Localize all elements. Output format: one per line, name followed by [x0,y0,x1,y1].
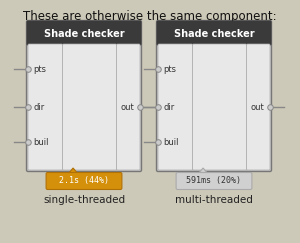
FancyBboxPatch shape [26,20,142,172]
FancyBboxPatch shape [117,44,140,170]
FancyBboxPatch shape [247,44,270,170]
FancyBboxPatch shape [28,44,63,170]
Bar [158,40,270,46]
Text: 2.1s (44%): 2.1s (44%) [59,176,109,185]
Text: These are otherwise the same component:: These are otherwise the same component: [23,10,277,23]
Text: multi-threaded: multi-threaded [175,195,253,205]
FancyBboxPatch shape [157,20,272,172]
Text: Shade checker: Shade checker [44,29,124,39]
Polygon shape [199,174,207,176]
Text: pts: pts [163,65,176,74]
FancyBboxPatch shape [46,173,122,190]
FancyBboxPatch shape [158,44,193,170]
FancyBboxPatch shape [26,20,142,45]
Text: pts: pts [33,65,46,74]
FancyBboxPatch shape [193,44,247,170]
Polygon shape [69,174,77,176]
Text: out: out [250,103,264,112]
Text: dir: dir [33,103,44,112]
Text: single-threaded: single-threaded [43,195,125,205]
FancyBboxPatch shape [157,20,272,45]
Text: out: out [121,103,134,112]
Text: 591ms (20%): 591ms (20%) [187,176,242,185]
FancyBboxPatch shape [63,44,117,170]
Text: buil: buil [163,138,178,147]
Text: buil: buil [33,138,49,147]
Polygon shape [68,168,78,174]
Polygon shape [198,168,208,174]
Bar [28,40,140,46]
FancyBboxPatch shape [176,173,252,190]
Text: Shade checker: Shade checker [174,29,254,39]
Text: dir: dir [163,103,174,112]
